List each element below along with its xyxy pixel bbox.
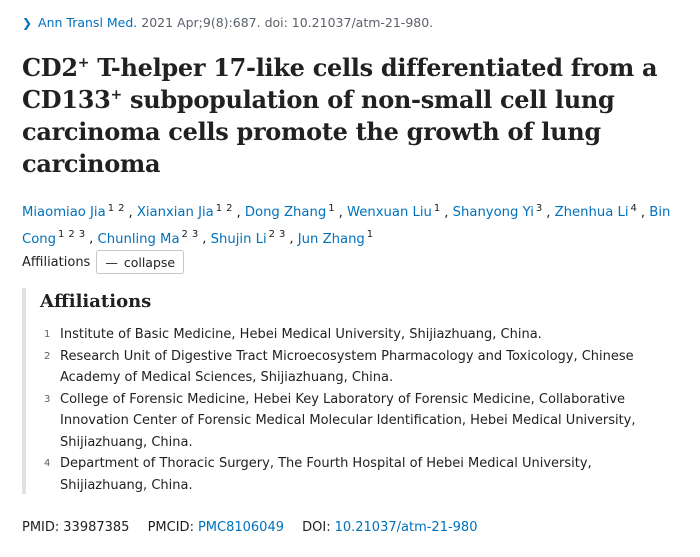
- author: Miaomiao Jia 1 2: [22, 203, 129, 221]
- citation-details: 2021 Apr;9(8):687. doi: 10.21037/atm-21-…: [141, 15, 434, 30]
- collapse-button-label: collapse: [123, 254, 176, 270]
- author-affiliation-refs: 3: [536, 203, 546, 214]
- affiliation-item: 3 College of Forensic Medicine, Hebei Key…: [40, 389, 677, 454]
- affiliation-number: 1: [44, 329, 51, 340]
- affiliation-ref[interactable]: 2: [118, 203, 125, 214]
- author: Zhenhua Li 4: [554, 203, 641, 221]
- author-name-link[interactable]: Xianxian Jia: [136, 205, 214, 221]
- affiliation-ref[interactable]: 2: [268, 229, 276, 241]
- author: Bin Cong 1 2 3: [22, 205, 670, 246]
- affiliation-ref[interactable]: 2: [226, 203, 233, 214]
- author-affiliation-refs: 4: [631, 203, 641, 214]
- affiliation-ref[interactable]: 4: [630, 203, 637, 214]
- author-affiliation-refs: 1: [367, 229, 377, 240]
- affiliations-panel: Affiliations 1 Institute of Basic Medicin…: [22, 288, 677, 494]
- pmcid-label: PMCID:: [147, 520, 194, 535]
- author-list: Miaomiao Jia 1 2, Xianxian Jia 1 2, Dong Zha…: [22, 203, 671, 247]
- author-name-link[interactable]: Wenxuan Liu: [346, 205, 432, 221]
- title-part-1: CD2: [22, 53, 78, 82]
- author-name-link[interactable]: Miaomiao Jia: [22, 205, 106, 221]
- doi-group: DOI: 10.21037/atm-21-980: [302, 520, 477, 535]
- affiliation-item: 1 Institute of Basic Medicine, Hebei Medi…: [40, 324, 677, 346]
- citation-line: ❯ Ann Transl Med. 2021 Apr;9(8):687. doi…: [22, 15, 433, 30]
- affiliation-number: 3: [44, 393, 51, 405]
- collapse-affiliations-button[interactable]: — collapse: [96, 250, 185, 274]
- affiliation-ref[interactable]: 1: [107, 203, 115, 214]
- doi-label: DOI:: [302, 520, 331, 535]
- author-name-link[interactable]: Bin Cong: [22, 205, 671, 247]
- affiliation-ref[interactable]: 2: [181, 229, 188, 241]
- affiliations-heading: Affiliations: [40, 291, 152, 312]
- doi-link[interactable]: 10.21037/atm-21-980: [334, 520, 478, 535]
- affiliation-ref[interactable]: 1: [58, 229, 65, 241]
- author-affiliation-refs: 1: [434, 203, 444, 214]
- affiliation-ref[interactable]: 3: [279, 229, 286, 241]
- affiliation-item: 2 Research Unit of Digestive Tract Microe…: [40, 346, 677, 389]
- affiliation-number: 2: [44, 350, 51, 362]
- chevron-right-icon: ❯: [22, 16, 33, 30]
- affiliation-ref[interactable]: 1: [366, 229, 374, 241]
- affiliation-item: 4 Department of Thoracic Surgery, The Fou…: [40, 453, 677, 496]
- affiliation-ref[interactable]: 1: [215, 203, 223, 214]
- pmid-value: 33987385: [63, 520, 130, 535]
- author: Chunling Ma 2 3: [97, 229, 203, 247]
- pmcid-link[interactable]: PMC8106049: [197, 520, 284, 535]
- pmid-group: PMID: 33987385: [22, 520, 134, 535]
- affiliation-ref[interactable]: 3: [535, 203, 543, 214]
- author: Jun Zhang 1: [297, 229, 377, 247]
- author-name-link[interactable]: Chunling Ma: [97, 231, 180, 247]
- author-name-link[interactable]: Dong Zhang: [244, 205, 327, 221]
- pmcid-group: PMCID: PMC8106049: [148, 520, 289, 535]
- author-name-link[interactable]: Shanyong Yi: [452, 205, 534, 221]
- affiliation-text: Research Unit of Digestive Tract Microec…: [60, 348, 634, 386]
- affiliation-ref[interactable]: 3: [191, 229, 199, 241]
- affiliation-ref[interactable]: 1: [328, 203, 335, 214]
- affiliations-toggle-row: Affiliations — collapse: [22, 250, 185, 274]
- article-title: CD2+ T-helper 17-like cells differentiat…: [22, 52, 672, 180]
- author-affiliation-refs: 1: [328, 203, 338, 214]
- affiliations-toggle-label: Affiliations: [22, 254, 91, 270]
- author-name-link[interactable]: Zhenhua Li: [554, 205, 629, 221]
- pmid-label: PMID:: [22, 520, 60, 535]
- affiliation-text: Institute of Basic Medicine, Hebei Medic…: [60, 327, 542, 342]
- affiliation-number: 4: [44, 458, 51, 469]
- affiliations-list: 1 Institute of Basic Medicine, Hebei Medi…: [40, 324, 677, 496]
- affiliation-ref[interactable]: 2: [68, 229, 75, 241]
- title-part-3: subpopulation of non-small cell lung car…: [22, 85, 615, 178]
- journal-link[interactable]: Ann Transl Med.: [38, 15, 138, 30]
- author-name-link[interactable]: Jun Zhang: [297, 231, 365, 247]
- affiliation-ref[interactable]: 1: [433, 203, 441, 214]
- author: Dong Zhang 1: [244, 203, 339, 221]
- affiliation-text: College of Forensic Medicine, Hebei Key …: [60, 391, 636, 450]
- affiliation-ref[interactable]: 3: [78, 229, 86, 241]
- title-superscript-2: +: [110, 87, 123, 103]
- identifiers-line: PMID: 33987385 PMCID: PMC8106049 DOI: 10.21…: [22, 520, 491, 535]
- author: Shanyong Yi 3: [452, 203, 547, 221]
- title-part-2: T-helper 17-like cells differentiated fr…: [22, 53, 658, 114]
- minus-icon: —: [105, 254, 118, 270]
- title-superscript-1: +: [77, 55, 90, 71]
- affiliation-text: Department of Thoracic Surgery, The Four…: [60, 456, 592, 493]
- author: Wenxuan Liu 1: [346, 203, 444, 221]
- author-name-link[interactable]: Shujin Li: [210, 231, 267, 247]
- author: Xianxian Jia 1 2: [136, 203, 237, 221]
- author: Shujin Li 2 3: [210, 229, 290, 247]
